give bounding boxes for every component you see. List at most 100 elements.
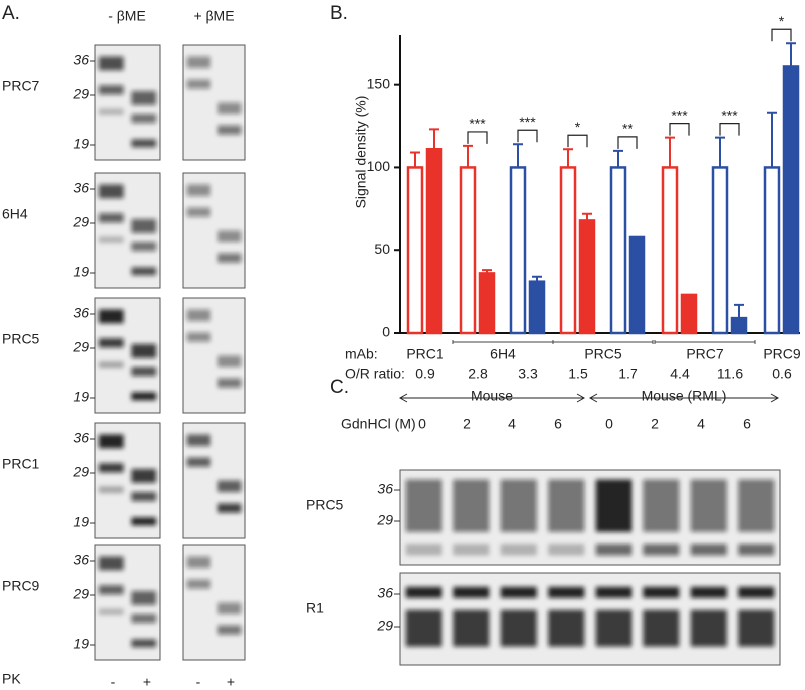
significance: *** xyxy=(671,107,688,123)
size-marker: 29 xyxy=(72,464,89,480)
concentration: 6 xyxy=(554,416,562,432)
y-tick-label: 150 xyxy=(367,75,391,91)
band xyxy=(453,544,490,556)
significance: *** xyxy=(469,116,486,132)
concentration: 4 xyxy=(508,416,516,432)
error-bar xyxy=(613,149,623,168)
column-header: - βME xyxy=(108,8,146,24)
ratio: 0.9 xyxy=(415,366,435,382)
significance: ** xyxy=(622,121,633,137)
band xyxy=(186,184,211,196)
blot-bands xyxy=(98,434,157,526)
band xyxy=(595,544,632,556)
error-bar xyxy=(734,303,744,319)
bar-filled xyxy=(528,280,546,335)
band xyxy=(217,253,242,263)
error-bar xyxy=(482,269,492,274)
concentration: 0 xyxy=(418,416,426,432)
band xyxy=(98,184,124,199)
ratio: 1.5 xyxy=(568,366,588,382)
significance: *** xyxy=(721,107,738,123)
band xyxy=(453,609,490,647)
size-marker: 36 xyxy=(73,52,89,68)
blot-bands xyxy=(98,556,157,648)
band xyxy=(500,586,537,598)
bar-open xyxy=(406,166,424,335)
ratio: 0.6 xyxy=(772,366,792,382)
panel-label: B. xyxy=(330,3,348,24)
size-marker: 19 xyxy=(73,514,89,530)
band xyxy=(98,56,124,71)
band xyxy=(643,586,680,598)
row-label: PRC9 xyxy=(2,578,40,594)
error-bar xyxy=(665,136,675,168)
band xyxy=(131,614,157,624)
band xyxy=(690,479,727,532)
band xyxy=(131,242,157,252)
pk-lane: + xyxy=(227,674,235,690)
band xyxy=(548,479,585,532)
bar-open xyxy=(763,166,781,335)
bar-filled xyxy=(478,272,496,335)
bar-filled xyxy=(578,219,596,335)
pk-lane: - xyxy=(196,674,201,690)
error-bar xyxy=(513,143,523,168)
row-label: mAb: xyxy=(345,346,378,362)
blot-bands xyxy=(405,479,775,556)
error-bar xyxy=(532,275,542,282)
pk-label: PK xyxy=(2,671,21,687)
group-bracket xyxy=(452,340,554,344)
band xyxy=(131,267,157,276)
band xyxy=(98,108,124,116)
size-marker: 19 xyxy=(73,389,89,405)
size-marker: 36 xyxy=(377,585,393,601)
band xyxy=(186,56,211,68)
band xyxy=(98,213,124,223)
band xyxy=(405,586,442,598)
pk-lane: + xyxy=(143,674,151,690)
band xyxy=(98,338,124,348)
ratio: 4.4 xyxy=(670,366,690,382)
concentration: 2 xyxy=(651,416,659,432)
band xyxy=(98,463,124,473)
bar-filled xyxy=(680,293,698,335)
size-marker: 29 xyxy=(376,618,393,634)
band xyxy=(98,85,124,95)
error-bar xyxy=(463,144,473,168)
panel-label: C. xyxy=(330,377,349,398)
band xyxy=(131,367,157,377)
band xyxy=(500,609,537,647)
band xyxy=(186,79,211,89)
y-tick-label: 50 xyxy=(374,241,390,257)
band xyxy=(453,479,490,532)
row-label: 6H4 xyxy=(2,206,28,222)
column-header: + βME xyxy=(193,8,234,24)
blot-bands xyxy=(186,56,242,135)
ratio: 11.6 xyxy=(717,366,743,382)
band xyxy=(405,544,442,556)
band xyxy=(98,361,124,369)
row-label: PRC7 xyxy=(2,78,40,94)
blot-bands xyxy=(186,556,242,635)
group-arrow xyxy=(588,393,780,403)
mab-label: PRC9 xyxy=(763,346,801,362)
size-marker: 36 xyxy=(73,305,89,321)
band xyxy=(595,479,632,532)
band xyxy=(453,586,490,598)
group-bracket xyxy=(654,340,756,344)
size-marker: 19 xyxy=(73,136,89,152)
band xyxy=(131,639,157,648)
band xyxy=(98,236,124,244)
band xyxy=(405,609,442,647)
bar-open xyxy=(661,166,679,335)
bar-open xyxy=(559,166,577,335)
band xyxy=(98,608,124,616)
row-label: PRC1 xyxy=(2,456,40,472)
band xyxy=(131,517,157,526)
band xyxy=(98,585,124,595)
band xyxy=(98,434,124,449)
significance-bracket xyxy=(617,136,638,149)
bar-open xyxy=(609,166,627,335)
blot-bands xyxy=(98,56,157,148)
significance-bracket xyxy=(517,129,538,143)
